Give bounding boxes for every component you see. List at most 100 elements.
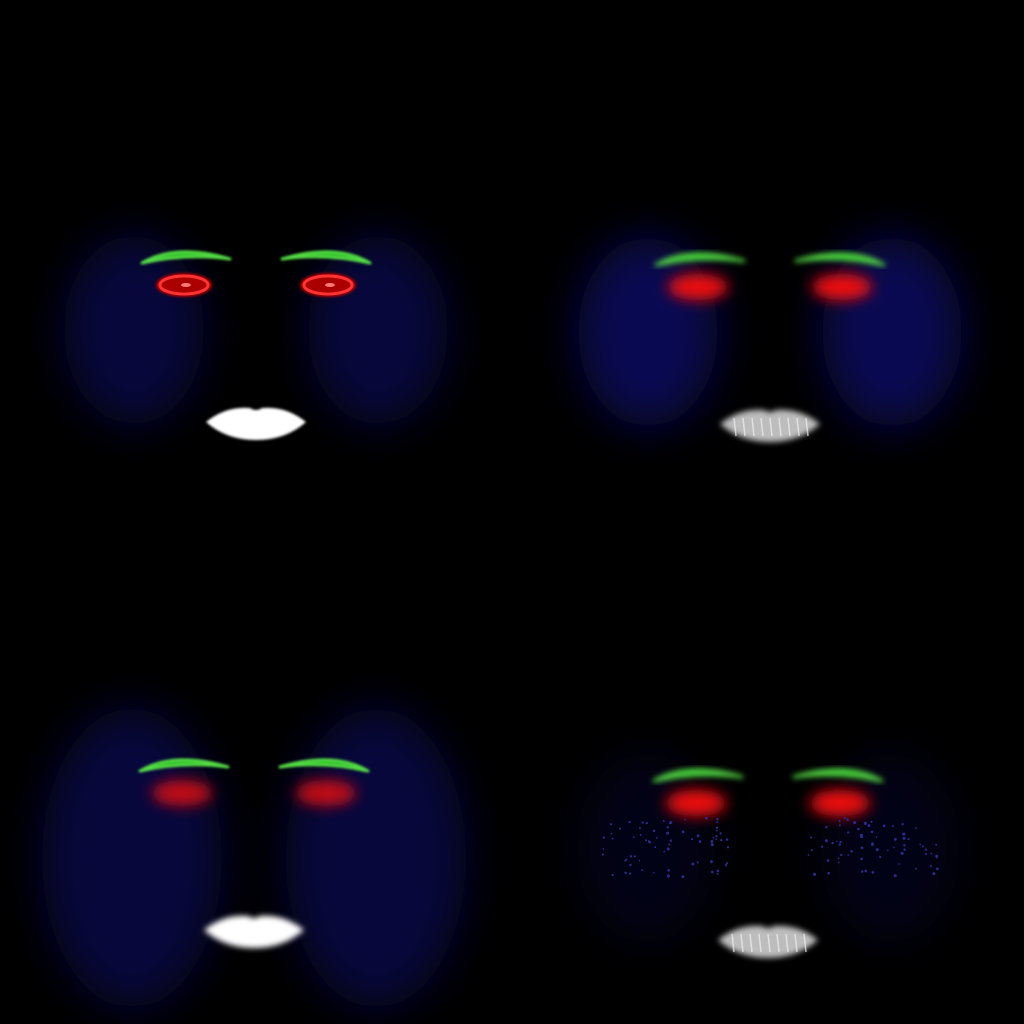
speckle <box>935 867 939 871</box>
speckle <box>810 849 813 852</box>
face-panel-bottom-left <box>42 708 466 1008</box>
lip-texture-line <box>749 933 753 953</box>
eye-masks <box>668 274 872 300</box>
speckle <box>860 857 863 861</box>
speckle <box>716 872 719 875</box>
speckle <box>898 863 900 865</box>
speckle <box>882 824 886 828</box>
speckle <box>681 830 685 834</box>
speckle <box>836 840 838 843</box>
speckle <box>935 854 939 858</box>
speckle <box>611 873 614 876</box>
speckle <box>629 863 632 867</box>
face-panel-top-right <box>578 237 962 442</box>
speckle <box>602 848 605 850</box>
speckle <box>662 820 665 823</box>
left-cheek <box>578 237 718 427</box>
speckle <box>639 833 642 836</box>
speckle <box>893 874 897 878</box>
eyebrow-masks <box>652 768 884 783</box>
speckle <box>716 821 719 824</box>
right-cheek <box>822 237 962 427</box>
speckle <box>838 843 841 846</box>
left-eyebrow <box>138 758 230 773</box>
speckle <box>924 848 927 851</box>
lip-mask <box>718 925 818 958</box>
speckle <box>711 870 714 874</box>
lip-texture-line <box>776 933 780 953</box>
left-eye <box>666 790 726 816</box>
left-cheek <box>64 235 204 425</box>
right-eye <box>810 790 870 816</box>
speckle <box>860 846 864 850</box>
face-panel-bottom-right <box>576 753 960 958</box>
speckle <box>669 839 673 842</box>
speckle <box>716 869 720 873</box>
speckle <box>875 848 879 852</box>
speckle <box>860 835 864 839</box>
speckle <box>915 867 917 870</box>
lip-texture-line <box>758 933 762 953</box>
lip-texture-line <box>740 933 744 953</box>
speckle <box>716 818 719 821</box>
speckle <box>715 838 718 841</box>
speckle <box>609 823 613 826</box>
left-eye-ring <box>158 274 210 296</box>
speckle <box>812 872 817 876</box>
speckle <box>831 841 834 845</box>
speckle <box>724 864 727 867</box>
lips <box>206 407 306 440</box>
right-eye-pupil <box>325 283 335 287</box>
lip-texture-line <box>760 417 764 437</box>
speckle <box>932 872 936 876</box>
speckle <box>639 827 641 830</box>
speckle <box>824 839 828 843</box>
speckle <box>652 829 656 833</box>
speckle <box>641 869 644 872</box>
lip-texture-line <box>805 417 809 437</box>
lip-texture-line <box>733 417 737 437</box>
speckle <box>902 836 906 840</box>
speckle <box>901 823 904 826</box>
left-eyebrow <box>654 252 746 267</box>
speckle <box>655 836 658 839</box>
eye-masks <box>666 790 870 816</box>
speckle <box>838 824 841 827</box>
speckle <box>879 856 882 859</box>
speckle <box>863 821 867 825</box>
lip-texture-line <box>767 933 771 953</box>
right-cheek <box>820 753 960 943</box>
speckle <box>653 872 655 874</box>
speckle <box>929 865 933 868</box>
speckle <box>825 825 828 828</box>
speckle <box>610 833 613 835</box>
speckle <box>838 819 841 823</box>
speckle <box>847 854 850 856</box>
speckle <box>667 869 670 871</box>
speckle <box>645 822 649 825</box>
speckle <box>891 825 894 828</box>
left-eye-pupil <box>181 283 191 287</box>
lip-texture-line <box>794 933 798 953</box>
speckle <box>919 843 922 846</box>
speckle <box>666 847 670 851</box>
speckle <box>715 829 718 832</box>
eye-masks <box>152 780 356 806</box>
lip-texture-line <box>769 417 773 437</box>
speckle <box>710 839 714 843</box>
speckle <box>709 860 713 864</box>
speckle <box>681 875 685 879</box>
speckle <box>632 836 635 839</box>
speckle <box>628 872 632 875</box>
speckle <box>827 871 831 875</box>
speckle <box>840 853 843 857</box>
speckle <box>666 826 670 829</box>
speckle <box>712 836 715 839</box>
speckle <box>669 820 673 825</box>
speckle <box>726 846 730 849</box>
speckle <box>691 862 695 866</box>
cheek-speckles <box>601 816 939 879</box>
speckle <box>893 838 897 841</box>
speckle <box>870 820 873 823</box>
